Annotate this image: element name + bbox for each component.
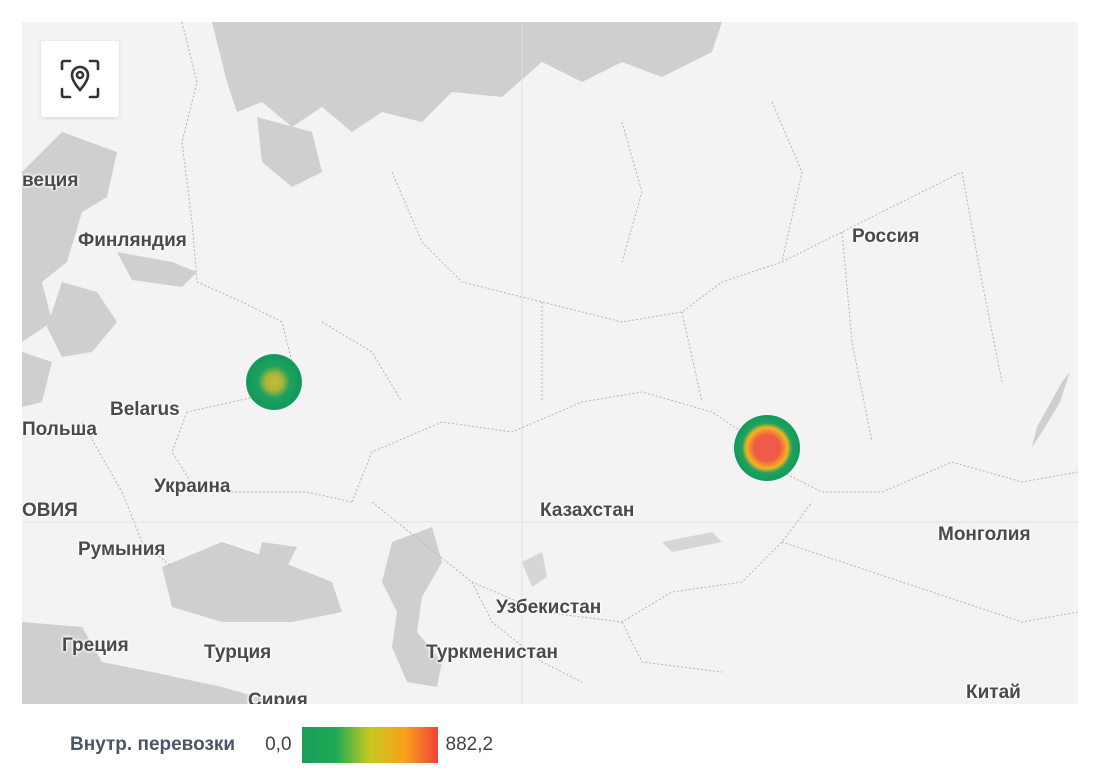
- country-label-turkey: Турция: [204, 642, 272, 663]
- country-label-greece: Греция: [62, 635, 129, 656]
- country-label-turkmenistan: Туркменистан: [426, 642, 559, 663]
- country-label-china: Китай: [966, 682, 1021, 703]
- country-label-finland: Финляндия: [78, 230, 187, 251]
- legend-color-scale: [301, 727, 438, 763]
- country-label-syria: Сирия: [248, 690, 308, 704]
- country-label-uzbekistan: Узбекистан: [496, 597, 602, 618]
- legend-max-value: 882,2: [445, 734, 494, 755]
- map-basemap: [22, 22, 1078, 704]
- heat-point-east[interactable]: [734, 415, 800, 481]
- country-label-moldova: ОВИЯ: [22, 500, 78, 521]
- heat-point-west[interactable]: [246, 354, 302, 410]
- country-label-sweden: веция: [22, 170, 79, 191]
- country-label-mongolia: Монголия: [938, 524, 1031, 545]
- legend-title: Внутр. перевозки: [70, 734, 236, 755]
- map-pin-target-icon: [60, 59, 100, 99]
- map-area[interactable]: веция Финляндия Россия Belarus Польша Ук…: [22, 22, 1078, 704]
- legend-min-value: 0,0: [265, 734, 292, 755]
- heatmap-legend: Внутр. перевозки 0,0 882,2: [70, 727, 493, 763]
- country-label-belarus: Belarus: [110, 399, 180, 420]
- locate-button[interactable]: [41, 41, 119, 117]
- country-label-romania: Румыния: [78, 539, 166, 560]
- country-label-ukraine: Украина: [154, 476, 231, 497]
- country-label-kazakhstan: Казахстан: [540, 500, 635, 521]
- country-label-russia: Россия: [852, 226, 920, 247]
- country-label-poland: Польша: [22, 419, 97, 440]
